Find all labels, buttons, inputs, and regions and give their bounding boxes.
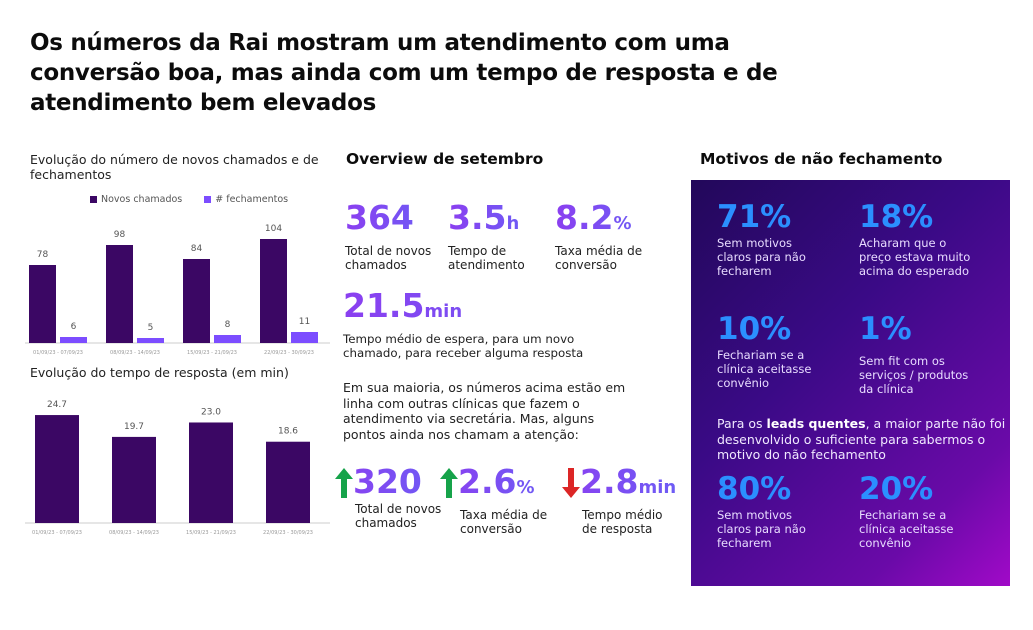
bar-fechamentos (214, 335, 241, 343)
motivos-panel: 71% Sem motivos claros para não fecharem 1… (691, 180, 1010, 586)
legend-label: # fechamentos (215, 194, 289, 205)
chart2-title: Evolução do tempo de resposta (em min) (30, 365, 289, 380)
bar-tempo-resposta (266, 441, 310, 523)
data-label: 23.0 (201, 407, 221, 417)
bar-novos-chamados (106, 245, 133, 343)
trend-label: Tempo médio de resposta (582, 508, 663, 536)
x-tick-label: 15/09/23 - 21/09/23 (187, 350, 237, 356)
trend-value: 2.6% (440, 464, 547, 506)
x-tick-label: 08/09/23 - 14/09/23 (109, 530, 159, 536)
data-label: 98 (114, 230, 126, 240)
overview-paragraph: Em sua maioria, os números acima estão e… (343, 380, 626, 442)
overview-title: Overview de setembro (346, 150, 544, 168)
kpi-value: 21.5min (343, 288, 583, 330)
bar-novos-chamados (260, 239, 287, 343)
kpi-value: 3.5h (448, 200, 525, 242)
kpi-label: Tempo médio de espera, para um novo chama… (343, 332, 584, 360)
legend-label: Novos chamados (101, 194, 183, 205)
chart1-title: Evolução do número de novos chamados e d… (30, 152, 319, 182)
kpi-taxa-conversao: 8.2% Taxa média de conversão (555, 200, 642, 272)
stat-desc: Sem motivos claros para não fecharem (717, 508, 806, 550)
arrow-up-icon (335, 468, 353, 498)
data-label: 78 (37, 250, 49, 260)
motivos-title: Motivos de não fechamento (700, 150, 943, 168)
kpi-label: Total de novos chamados (345, 244, 432, 272)
kpi-label: Taxa média de conversão (555, 244, 643, 272)
stat-desc: Sem fit com os serviços / produtos da clín… (859, 354, 969, 396)
x-tick-label: 22/09/23 - 30/09/23 (264, 350, 314, 356)
page-headline: Os números da Rai mostram um atendimento… (30, 30, 778, 116)
bar-tempo-resposta (35, 415, 79, 523)
stat-pct: 1% (859, 311, 912, 347)
data-label: 19.7 (124, 422, 144, 432)
kpi-total-chamados: 364 Total de novos chamados (345, 200, 431, 272)
bar-novos-chamados (183, 259, 210, 343)
stat-desc: Fechariam se a clínica aceitasse convênio (859, 508, 954, 550)
x-tick-label: 01/09/23 - 07/09/23 (33, 350, 83, 356)
trend-tempo-resposta: 2.8min Tempo médio de resposta (562, 464, 676, 536)
data-label: 24.7 (47, 400, 67, 410)
chart1-bars: 78 6 01/09/23 - 07/09/23 98 5 08/09/23 - 14/0… (25, 224, 330, 356)
bar-tempo-resposta (112, 436, 156, 523)
stat-pct: 71% (717, 199, 792, 235)
hot-leads-note: Para os leads quentes, a maior parte não… (717, 416, 1006, 462)
trend-label: Taxa média de conversão (460, 508, 548, 536)
arrow-down-icon (562, 468, 580, 498)
legend-swatch (90, 196, 97, 203)
kpi-label: Tempo de atendimento (448, 244, 525, 272)
x-tick-label: 15/09/23 - 21/09/23 (186, 530, 236, 536)
data-label: 18.6 (278, 427, 298, 437)
kpi-value: 364 (345, 200, 431, 242)
stat-desc: Sem motivos claros para não fecharem (717, 236, 806, 278)
stat-pct: 18% (859, 199, 934, 235)
bar-fechamentos (291, 332, 318, 343)
stat-10: 10% Fechariam se a clínica aceitasse convê… (717, 312, 811, 390)
stat-desc: Fechariam se a clínica aceitasse convênio (717, 348, 812, 390)
kpi-value: 8.2% (555, 200, 642, 242)
stat-1: 1% Sem fit com os serviços / produtos da c… (859, 312, 968, 396)
data-label: 8 (225, 320, 231, 330)
bar-fechamentos (60, 337, 87, 343)
stat-pct: 20% (859, 471, 934, 507)
trend-label: Total de novos chamados (355, 502, 442, 530)
legend-swatch (204, 196, 212, 203)
bar-tempo-resposta (189, 422, 233, 523)
stat-pct: 80% (717, 471, 792, 507)
stat-pct: 10% (717, 311, 792, 347)
stat-80: 80% Sem motivos claros para não fecharem (717, 472, 806, 550)
chart2-bars: 24.7 01/09/23 - 07/09/23 19.7 08/09/23 - 14… (25, 400, 330, 536)
trend-taxa-conversao: 2.6% Taxa média de conversão (440, 464, 547, 536)
data-label: 11 (299, 317, 310, 327)
bar-novos-chamados (29, 265, 56, 343)
x-tick-label: 08/09/23 - 14/09/23 (110, 350, 160, 356)
data-label: 6 (71, 322, 77, 332)
bar-fechamentos (137, 338, 164, 343)
kpi-tempo-espera: 21.5min Tempo médio de espera, para um n… (343, 288, 583, 360)
stat-desc: Acharam que o preço estava muito acima do … (859, 236, 971, 278)
x-tick-label: 01/09/23 - 07/09/23 (32, 530, 82, 536)
trend-novos-chamados: 320 Total de novos chamados (335, 464, 441, 530)
data-label: 5 (148, 323, 154, 333)
stat-18: 18% Acharam que o preço estava muito acima… (859, 200, 970, 278)
chart1-legend: Novos chamados # fechamentos (90, 194, 288, 205)
stat-71: 71% Sem motivos claros para não fecharem (717, 200, 806, 278)
legend-item-novos: Novos chamados (90, 194, 182, 205)
trend-value: 2.8min (562, 464, 676, 506)
arrow-up-icon (440, 468, 458, 498)
legend-item-fechamentos: # fechamentos (204, 194, 288, 205)
x-tick-label: 22/09/23 - 30/09/23 (263, 530, 313, 536)
stat-20: 20% Fechariam se a clínica aceitasse convê… (859, 472, 953, 550)
trend-value: 320 (335, 464, 441, 500)
kpi-tempo-atendimento: 3.5h Tempo de atendimento (448, 200, 525, 272)
data-label: 104 (265, 224, 282, 234)
data-label: 84 (191, 244, 203, 254)
